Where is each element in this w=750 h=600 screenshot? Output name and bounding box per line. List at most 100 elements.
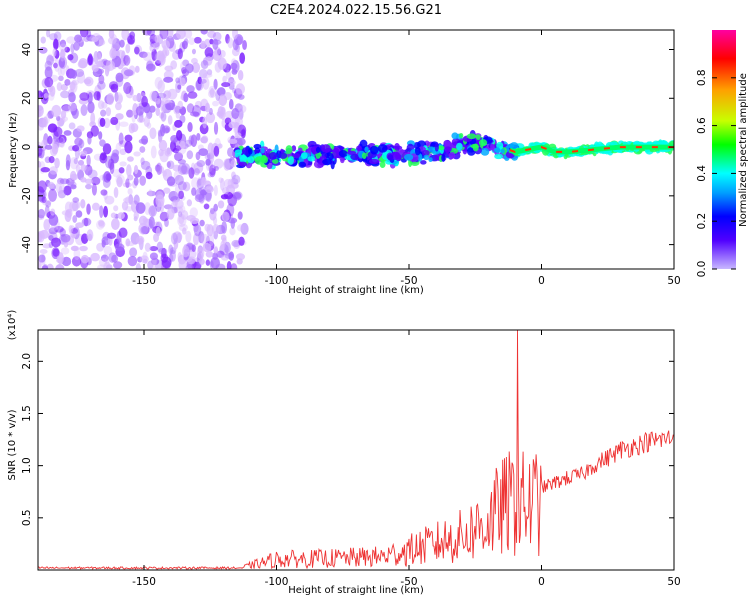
spectrogram-point	[47, 181, 55, 189]
spectrogram-point	[217, 200, 225, 209]
spectrogram-point	[139, 146, 146, 153]
spectrogram-point	[53, 62, 58, 69]
y-tick-label: -20	[21, 187, 33, 204]
spectrogram-point	[211, 224, 221, 236]
spectrogram-point	[202, 72, 213, 78]
spectrogram-point	[145, 171, 153, 180]
spectrogram-point	[160, 111, 167, 122]
spectrogram-point	[123, 197, 133, 204]
spectrogram-point	[228, 251, 235, 261]
colorbar-tick-label: 0.8	[696, 69, 708, 86]
spectrogram-point	[165, 102, 176, 110]
spectrogram-point	[225, 69, 232, 80]
spectrogram-point	[100, 254, 109, 262]
spectrogram-point	[51, 143, 59, 155]
spectrogram-point	[78, 139, 85, 149]
snr-scale-label: (x10⁴)	[7, 310, 18, 341]
snr-series-line	[38, 330, 674, 570]
spectrogram-point	[466, 133, 477, 140]
spectrogram-point	[98, 131, 103, 140]
spectrogram-point	[188, 37, 196, 46]
spectrogram-point	[157, 80, 165, 93]
spectrogram-point	[170, 232, 178, 245]
spectrogram-point	[67, 54, 74, 61]
spectrogram-point	[103, 171, 112, 183]
spectrogram-point	[108, 30, 115, 39]
x-tick-label: -50	[400, 275, 417, 287]
x-tick-label: -100	[265, 576, 289, 588]
spectrogram-point	[163, 187, 171, 194]
spectrogram-point	[268, 152, 278, 160]
spectrogram-point	[156, 92, 167, 99]
spectrogram-point	[379, 160, 386, 168]
spectrogram-point	[149, 90, 158, 102]
spectrogram-point	[126, 164, 132, 177]
spectrogram-point	[179, 165, 189, 175]
spectrogram-point	[161, 49, 168, 59]
spectrogram-point	[127, 188, 133, 195]
spectrogram-point	[175, 30, 186, 40]
spectrogram-point	[39, 229, 50, 239]
spectrogram-point	[115, 92, 123, 105]
spectrogram-point	[87, 135, 92, 145]
spectrogram-point	[206, 69, 213, 76]
x-tick-label: -100	[265, 275, 289, 287]
spectrogram-point	[207, 142, 214, 155]
spectrogram-point	[38, 261, 42, 269]
spectrogram-point	[174, 119, 183, 128]
spectrogram-point	[181, 40, 188, 50]
spectrogram-point	[179, 77, 186, 87]
spectrogram-point	[48, 188, 58, 202]
spectrogram-point	[133, 151, 141, 157]
spectrogram-point	[87, 169, 98, 179]
spectrogram-point	[213, 158, 224, 169]
spectrogram-point	[451, 132, 459, 140]
spectrogram-point	[43, 92, 49, 99]
spectrogram-frame	[37, 29, 675, 270]
spectrogram-point	[167, 30, 174, 39]
spectrogram-point	[135, 105, 144, 116]
spectrogram-point	[232, 192, 242, 201]
spectrogram-point	[76, 71, 86, 84]
spectrogram-point	[70, 184, 77, 190]
spectrogram-point	[38, 254, 46, 263]
spectrogram-point	[170, 60, 178, 70]
spectrogram-point	[238, 161, 248, 167]
spectrogram-point	[54, 157, 60, 169]
spectrogram-point	[114, 91, 119, 102]
spectrogram-point	[125, 238, 131, 247]
spectrogram-point	[149, 245, 158, 252]
spectrogram-point	[126, 109, 134, 118]
spectrogram-point	[106, 232, 117, 239]
spectrogram-point	[77, 60, 87, 69]
spectrogram-point	[140, 225, 149, 235]
spectrogram-point	[140, 160, 151, 170]
spectrogram-point	[208, 85, 216, 95]
spectrogram-point	[212, 100, 219, 107]
spectrogram-point	[91, 64, 99, 73]
spectrogram-point	[167, 160, 175, 170]
spectrogram-point	[202, 116, 208, 129]
spectrogram-point	[364, 146, 369, 153]
spectrogram-point	[428, 157, 433, 163]
spectrogram-point	[49, 85, 56, 97]
spectrogram-point	[141, 90, 146, 97]
y-tick-label: 2.0	[21, 353, 33, 370]
spectrogram-point	[84, 178, 93, 185]
spectrogram-point	[478, 139, 488, 147]
spectrogram-point	[127, 255, 138, 267]
spectrogram-point	[222, 75, 227, 83]
spectrogram-point	[200, 59, 209, 70]
spectrogram-point	[121, 30, 130, 41]
spectrogram-point	[102, 177, 111, 189]
spectrogram-point	[361, 152, 367, 159]
spectrogram-point	[456, 142, 463, 151]
spectrogram-point	[177, 163, 188, 175]
spectrogram-point	[156, 165, 165, 174]
spectrogram-point	[103, 245, 113, 256]
spectrogram-point	[93, 90, 101, 101]
spectrogram-point	[145, 63, 156, 72]
spectrogram-point	[189, 217, 200, 225]
spectrogram-point	[107, 158, 115, 170]
x-tick-label: -150	[132, 576, 156, 588]
